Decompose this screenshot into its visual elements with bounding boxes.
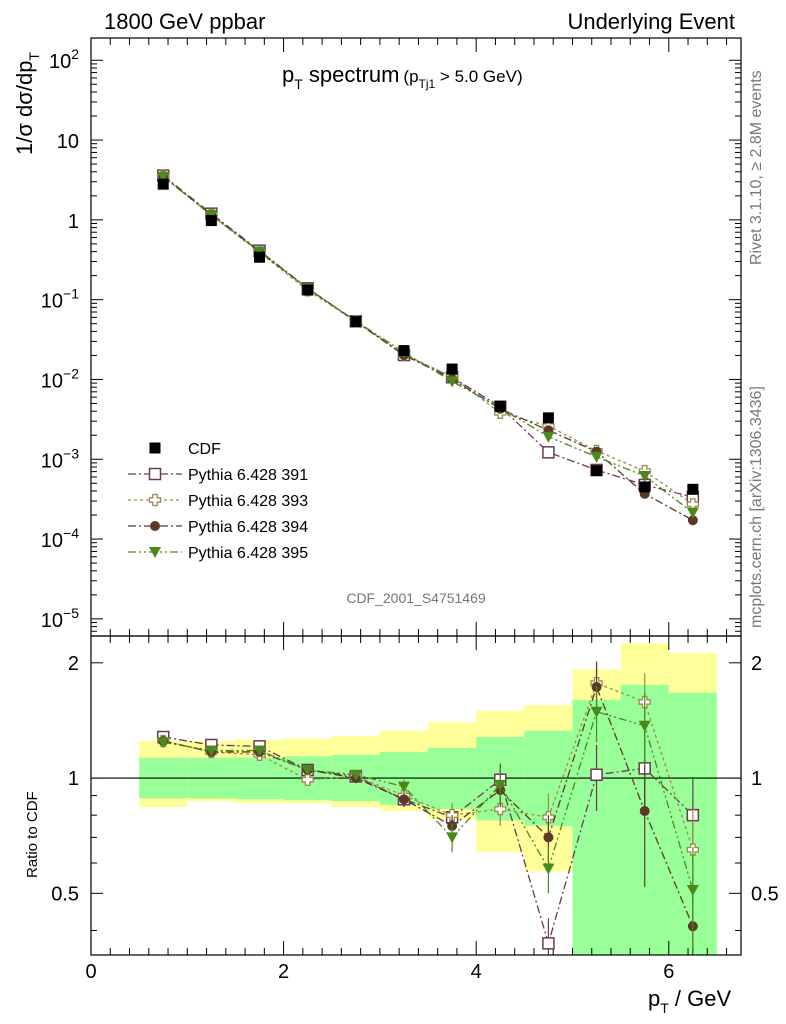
xtick-label: 2	[278, 961, 289, 983]
mc-point-ratio	[301, 764, 314, 776]
rivet-version-label: Rivet 3.1.10, ≥ 2.8M events	[748, 70, 765, 265]
legend-marker	[150, 521, 160, 531]
mc-point-ratio	[638, 720, 651, 732]
ratio-ytick-label-right: 1	[751, 768, 762, 790]
main-ylabel: 1/σ dσ/dpT	[12, 52, 42, 155]
legend-label: Pythia 6.428 394	[188, 519, 308, 536]
data-point-main	[542, 412, 554, 424]
mc-point-ratio	[542, 937, 555, 950]
analysis-id: CDF_2001_S4751469	[346, 590, 486, 606]
mc-point-ratio	[542, 863, 555, 875]
mc-point-main	[446, 376, 459, 388]
legend-marker	[148, 467, 162, 481]
data-point-main	[687, 483, 699, 495]
mc-point-ratio	[446, 832, 459, 844]
mc-curve-ratio	[163, 710, 694, 891]
legend-label-data: CDF	[188, 441, 221, 458]
legend-marker	[148, 493, 162, 507]
mc-point-ratio	[157, 737, 170, 749]
mc-curve-main	[162, 175, 694, 498]
mc-point-ratio	[205, 745, 218, 757]
legend-marker-data	[149, 442, 161, 454]
ratio-ytick-label: 2	[68, 653, 79, 675]
mc-point-ratio	[590, 768, 603, 782]
header-left: 1800 GeV ppbar	[104, 9, 265, 34]
axis-tick-labels: 102 10 1 10−1 10−2 10−3 10−4 10−5 0 2 4 6 0.5 0.5 1 1 2 2	[41, 46, 779, 983]
mc-point-main	[687, 515, 698, 526]
mc-point-main	[542, 431, 555, 443]
plot-title: pT spectrum (pTj1 > 5.0 GeV)	[282, 62, 523, 92]
ratio-ytick-label: 1	[68, 768, 79, 790]
legend-marker	[149, 547, 161, 558]
mc-point-ratio	[253, 745, 266, 757]
mc-point-ratio	[494, 802, 507, 816]
axis-ticks	[90, 38, 741, 955]
main-plot-series	[156, 169, 700, 526]
data-point-main	[398, 345, 410, 357]
mc-point-main	[686, 507, 699, 519]
xtick-label: 6	[663, 961, 674, 983]
main-ytick-label: 10−5	[41, 605, 79, 632]
mc-point-main	[542, 446, 555, 459]
mc-point-ratio	[543, 832, 554, 843]
main-ytick-label: 10−3	[41, 445, 79, 472]
mc-point-ratio	[494, 779, 507, 791]
mc-point-ratio	[639, 806, 650, 817]
data-point-main	[205, 215, 217, 227]
green-band-bin	[572, 699, 621, 955]
data-point-main	[639, 481, 651, 493]
data-point-main	[254, 251, 266, 263]
header-right: Underlying Event	[567, 9, 735, 34]
mc-point-ratio	[397, 781, 410, 793]
legend: CDF Pythia 6.428 391 Pythia 6.428 393 Pythi…	[128, 441, 308, 562]
ratio-ylabel: Ratio to CDF	[24, 791, 41, 878]
main-ytick-label: 10−1	[41, 286, 79, 313]
data-point-main	[494, 400, 506, 412]
xtick-label: 4	[471, 961, 482, 983]
mc-point-ratio	[686, 885, 699, 897]
xtick-label: 0	[85, 961, 96, 983]
mc-point-ratio	[590, 706, 603, 718]
data-point-main	[350, 316, 362, 328]
ratio-ytick-label: 0.5	[51, 883, 79, 905]
ratio-ytick-label-right: 0.5	[751, 883, 779, 905]
main-ytick-label: 10−4	[41, 525, 79, 552]
xlabel: pT / GeV	[648, 986, 731, 1016]
data-point-main	[591, 465, 603, 477]
main-ytick-label: 10	[57, 131, 79, 153]
mc-point-ratio	[349, 769, 362, 781]
legend-label: Pythia 6.428 393	[188, 493, 308, 510]
mc-point-ratio	[398, 794, 409, 805]
mc-point-main	[638, 471, 651, 483]
data-point-main	[157, 178, 169, 190]
mcplots-label: mcplots.cern.ch [arXiv:1306.3436]	[748, 386, 765, 628]
mc-point-main	[157, 171, 170, 183]
mc-point-ratio	[445, 809, 459, 822]
main-ytick-label: 10−2	[41, 365, 79, 392]
main-ytick-label: 102	[49, 46, 79, 73]
uncertainty-bands	[139, 643, 717, 955]
mc-point-main	[590, 451, 603, 463]
mc-curve-ratio	[163, 736, 694, 946]
mc-curve-ratio	[163, 682, 694, 850]
mc-point-ratio	[301, 773, 314, 786]
ratio-plot-series	[156, 661, 700, 955]
legend-label: Pythia 6.428 391	[188, 467, 308, 484]
mc-curve-main	[162, 175, 694, 505]
mc-curve-main	[162, 176, 694, 514]
legend-label: Pythia 6.428 395	[188, 545, 308, 562]
mc-curve-ratio	[163, 684, 694, 927]
data-point-main	[302, 284, 314, 296]
ratio-ytick-label-right: 2	[751, 653, 762, 675]
data-point-main	[446, 363, 458, 375]
main-ytick-label: 1	[68, 211, 79, 233]
